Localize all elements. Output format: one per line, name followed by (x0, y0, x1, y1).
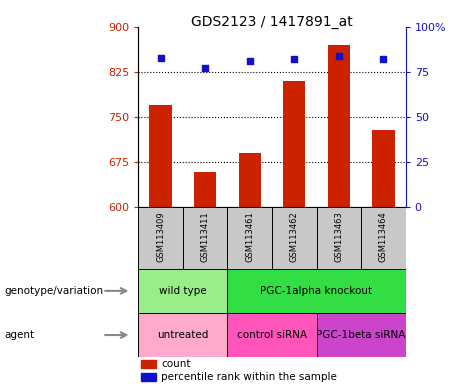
Text: agent: agent (5, 330, 35, 340)
Text: wild type: wild type (159, 286, 207, 296)
FancyBboxPatch shape (227, 313, 317, 357)
Text: percentile rank within the sample: percentile rank within the sample (161, 372, 337, 382)
Point (246, 58, 254, 64)
Point (335, 53, 343, 59)
Text: GSM113411: GSM113411 (201, 212, 210, 262)
Bar (372, 130, 395, 207)
Point (157, 55, 164, 61)
Text: PGC-1beta siRNA: PGC-1beta siRNA (316, 330, 406, 340)
FancyBboxPatch shape (183, 207, 227, 269)
Text: GSM113464: GSM113464 (379, 212, 388, 262)
Point (290, 56, 298, 63)
Text: PGC-1alpha knockout: PGC-1alpha knockout (260, 286, 372, 296)
Bar (141, 373, 156, 381)
FancyBboxPatch shape (361, 207, 406, 269)
FancyBboxPatch shape (317, 313, 406, 357)
Text: GDS2123 / 1417891_at: GDS2123 / 1417891_at (191, 15, 353, 29)
Point (380, 56, 387, 63)
Text: count: count (161, 359, 190, 369)
FancyBboxPatch shape (138, 269, 227, 313)
Text: GSM113462: GSM113462 (290, 212, 299, 262)
Text: control siRNA: control siRNA (237, 330, 307, 340)
FancyBboxPatch shape (227, 269, 406, 313)
Text: genotype/variation: genotype/variation (5, 286, 104, 296)
Text: GSM113409: GSM113409 (156, 212, 165, 262)
Point (201, 65, 209, 71)
Bar (238, 153, 261, 207)
Text: untreated: untreated (157, 330, 208, 340)
Bar (283, 81, 305, 207)
Bar (194, 172, 216, 207)
FancyBboxPatch shape (138, 207, 183, 269)
FancyBboxPatch shape (272, 207, 317, 269)
FancyBboxPatch shape (227, 207, 272, 269)
FancyBboxPatch shape (317, 207, 361, 269)
Bar (328, 45, 350, 207)
Bar (141, 360, 156, 368)
Text: GSM113463: GSM113463 (334, 212, 343, 262)
FancyBboxPatch shape (138, 313, 227, 357)
Text: GSM113461: GSM113461 (245, 212, 254, 262)
Bar (149, 105, 171, 207)
